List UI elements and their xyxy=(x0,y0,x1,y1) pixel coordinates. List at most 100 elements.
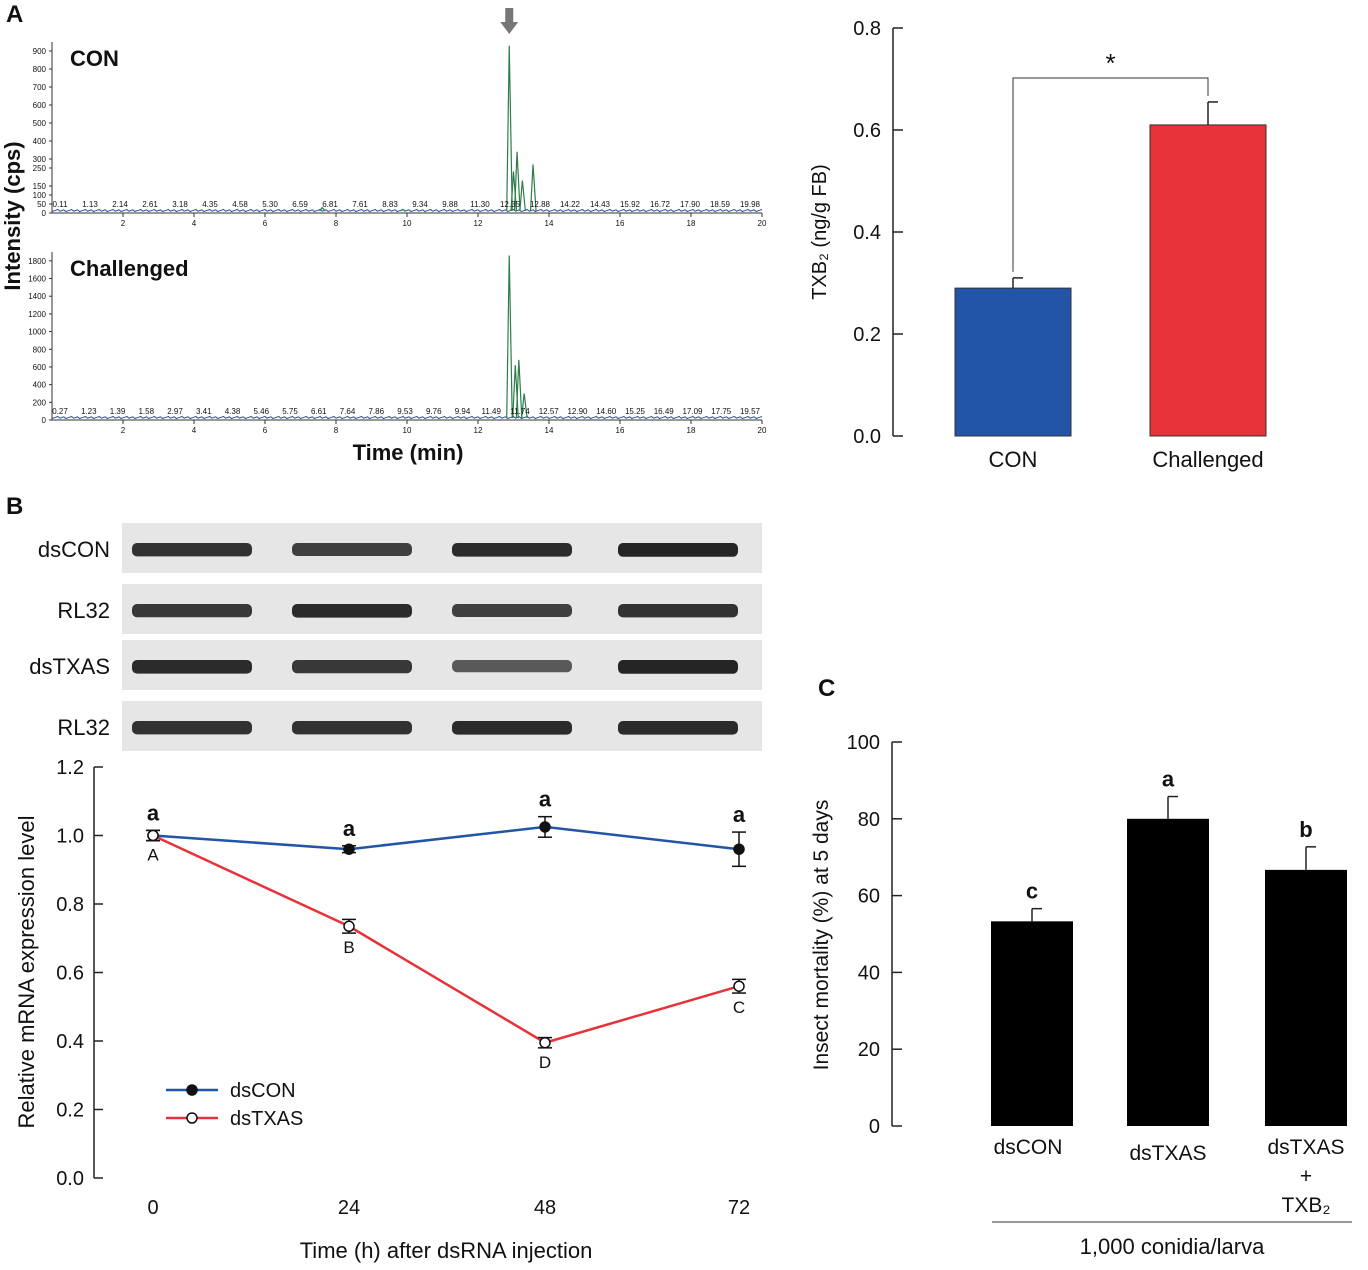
chromatogram-peak xyxy=(529,164,537,212)
chromatogram-y-tick-label: 600 xyxy=(33,101,47,110)
gel-band xyxy=(452,543,572,557)
chromatogram-peak xyxy=(519,180,526,212)
peak-arrow-icon xyxy=(500,8,519,34)
chromatogram-peak-time-label: 19.98 xyxy=(740,200,761,209)
gel-band xyxy=(452,660,572,673)
gel-band xyxy=(292,543,412,556)
panel-label-c: C xyxy=(818,675,835,702)
txb2-y-tick-label: 0.0 xyxy=(853,426,881,448)
legend-label: dsTXAS xyxy=(230,1108,303,1130)
chromatogram-peak-time-label: 2.61 xyxy=(142,200,158,209)
mrna-y-tick-label: 1.2 xyxy=(56,757,84,779)
chromatogram-y-tick-label: 500 xyxy=(33,119,47,128)
chromatogram-y-tick-label: 1000 xyxy=(28,328,46,337)
chromatogram-peak-time-label: 1.23 xyxy=(81,407,97,416)
chromatogram-y-tick-label: 900 xyxy=(33,47,47,56)
gel-band xyxy=(618,721,738,735)
chromatogram-peak-time-label: 7.64 xyxy=(340,407,356,416)
chromatogram-x-tick-label: 2 xyxy=(121,219,126,228)
chromatogram-y-tick-label: 150 xyxy=(33,182,47,191)
chromatogram-x-tick-label: 14 xyxy=(545,426,554,435)
gel-image: dsCON RL32 dsTXAS RL32 xyxy=(29,523,762,751)
chromatogram-x-tick-label: 20 xyxy=(758,219,767,228)
mrna-significance-letter: A xyxy=(147,846,159,865)
mrna-series-line-dsTXAS xyxy=(152,834,740,1045)
chromatogram-peak-time-label: 11.30 xyxy=(470,200,490,209)
mrna-y-tick-label: 0.6 xyxy=(56,963,84,985)
txb2-y-tick-label: 0.8 xyxy=(853,18,881,40)
chromatogram-x-tick-label: 2 xyxy=(121,426,126,435)
chromatogram-peak-time-label: 3.41 xyxy=(196,407,212,416)
gel-band xyxy=(132,543,252,557)
chromatogram-title: CON xyxy=(70,46,119,71)
chromatogram-y-tick-label: 200 xyxy=(33,398,47,407)
txb2-category-label: Challenged xyxy=(1152,447,1263,472)
chromatogram-y-tick-label: 400 xyxy=(33,381,47,390)
chromatogram-peak-time-label: 16.49 xyxy=(654,407,675,416)
chromatogram-peak-time-label: 6.61 xyxy=(311,407,327,416)
legend-marker-dsTXAS xyxy=(186,1112,198,1124)
chromatogram-x-tick-label: 16 xyxy=(616,219,625,228)
chromatogram-peak-time-label: 5.30 xyxy=(262,200,278,209)
chromatogram-peak-time-label: 1.58 xyxy=(138,407,154,416)
mrna-significance-letter: D xyxy=(539,1053,551,1072)
chromatogram-peak-time-label: 4.38 xyxy=(225,407,241,416)
chromatogram-x-axis-title: Time (min) xyxy=(353,440,464,465)
chromatogram-y-tick-label: 600 xyxy=(33,363,47,372)
gel-band xyxy=(292,660,412,674)
gel-band xyxy=(452,604,572,617)
chromatogram-peak-time-label: 2.97 xyxy=(167,407,183,416)
chromatogram-y-tick-label: 1600 xyxy=(28,275,46,284)
chromatogram-peak-time-label: 6.59 xyxy=(292,200,308,209)
chromatogram-x-tick-label: 12 xyxy=(474,426,483,435)
mortality-significance-letter: b xyxy=(1299,817,1312,842)
chromatogram-peak-time-label: 14.43 xyxy=(590,200,611,209)
chromatogram-y-tick-label: 100 xyxy=(33,191,47,200)
chromatogram-peak-time-label: 3.18 xyxy=(172,200,188,209)
mrna-data-point xyxy=(733,843,745,855)
mrna-x-axis-title: Time (h) after dsRNA injection xyxy=(300,1238,593,1263)
mortality-y-tick-label: 100 xyxy=(847,732,880,754)
chromatogram-peak-time-label: 2.14 xyxy=(112,200,128,209)
chromatogram-peak xyxy=(506,45,513,212)
chromatogram-y-tick-label: 250 xyxy=(33,164,47,173)
mrna-data-point xyxy=(733,980,745,992)
mrna-data-point xyxy=(343,843,355,855)
mrna-data-point xyxy=(539,1036,551,1049)
legend-label: dsCON xyxy=(230,1080,296,1102)
chromatogram-peak-time-label: 9.76 xyxy=(426,407,442,416)
group-label: 1,000 conidia/larva xyxy=(1080,1234,1265,1259)
chromatogram-x-tick-label: 16 xyxy=(616,426,625,435)
gel-band xyxy=(618,543,738,557)
chromatogram-peak-time-label: 1.39 xyxy=(110,407,126,416)
chromatogram-y-tick-label: 300 xyxy=(33,155,47,164)
mrna-y-tick-label: 0.2 xyxy=(56,1100,84,1122)
chromatogram-x-tick-label: 4 xyxy=(192,426,197,435)
chromatogram-x-tick-label: 4 xyxy=(192,219,197,228)
chromatogram-peak-time-label: 12.57 xyxy=(539,407,560,416)
chromatogram-y-tick-label: 1400 xyxy=(28,292,46,301)
mrna-significance-letter: B xyxy=(343,938,354,957)
mortality-y-tick-label: 20 xyxy=(858,1039,880,1061)
txb2-bar xyxy=(954,287,1072,437)
chromatogram-peak-time-label: 12.88 xyxy=(530,200,551,209)
chromatogram-peak-time-label: 16.72 xyxy=(650,200,671,209)
mrna-significance-letter: C xyxy=(733,998,745,1017)
chromatogram-peak-time-label: 17.75 xyxy=(711,407,732,416)
mortality-category-label: + xyxy=(1300,1165,1312,1188)
chromatogram-x-tick-label: 8 xyxy=(334,426,339,435)
chromatogram-title: Challenged xyxy=(70,256,189,281)
txb2-y-axis-title: TXB₂ (ng/g FB) xyxy=(809,164,831,300)
mortality-y-axis-title: Insect mortality (%) at 5 days xyxy=(810,800,833,1071)
gel-band xyxy=(132,721,252,735)
mortality-y-tick-label: 40 xyxy=(858,962,880,984)
chromatogram-peak xyxy=(513,151,521,212)
chromatogram-peak-time-label: 9.94 xyxy=(455,407,471,416)
chromatogram-peak-time-label: 11.74 xyxy=(510,407,530,416)
chromatogram-peak-time-label: 5.46 xyxy=(253,407,269,416)
mrna-line-chart: 0.0 0.2 0.4 0.6 0.8 1.0 1.2 0 24 48 72 Time (h) aft… xyxy=(14,757,750,1263)
chromatogram-peak-time-label: 12.35 xyxy=(500,200,521,209)
chromatogram-x-tick-label: 6 xyxy=(263,219,268,228)
